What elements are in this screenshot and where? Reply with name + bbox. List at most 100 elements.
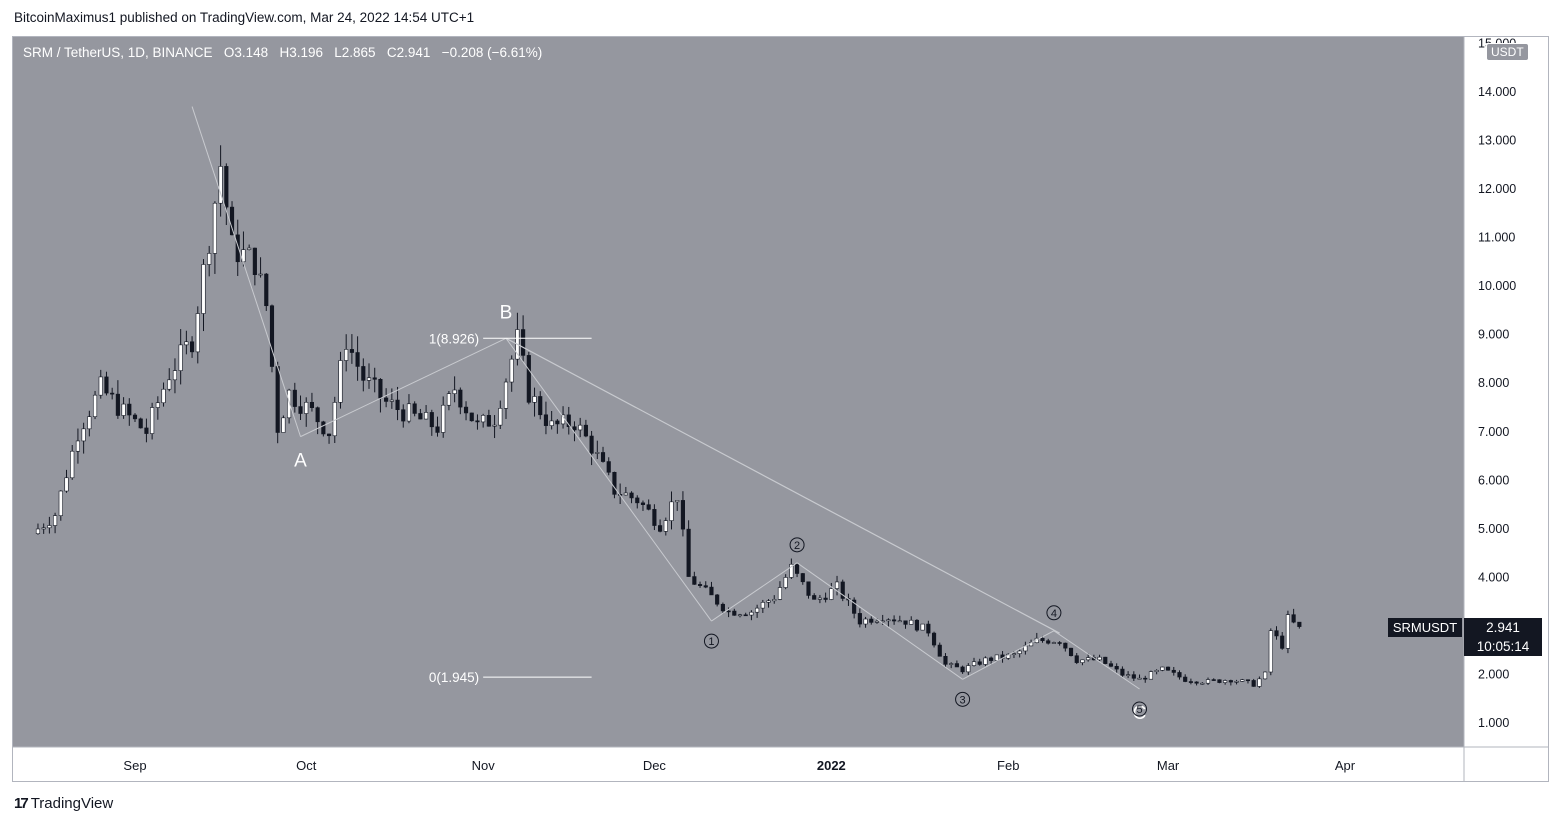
candle-body [1011,653,1017,655]
candle-body [463,406,469,414]
candle-body [366,377,372,381]
candle-body [224,166,229,208]
candle-body [789,563,794,578]
footer-brand: TradingView [30,795,114,812]
candle-body [92,394,98,417]
wave-segment-line [300,337,507,438]
wave-label-b: B [500,302,513,323]
candle-body [994,654,999,661]
candle-body [201,264,206,314]
price-tick-label: 11.000 [1478,231,1515,245]
wave-circle-4 [1046,605,1062,621]
candle-body [709,586,714,596]
candle-body [715,594,720,605]
candle-body [184,341,189,346]
candle-body [989,657,994,661]
candle-body [469,412,474,422]
candle-body [777,587,783,600]
legend-close: 2.941 [396,45,431,60]
candle-body [783,577,788,588]
candle-body [1108,663,1114,667]
candle-body [943,656,948,665]
candle-body [1040,637,1045,642]
time-tick-label: Apr [1335,758,1356,773]
candle-body [566,414,571,428]
candle-body [743,614,748,617]
price-tick-label: 14.000 [1478,85,1516,99]
legend-low: 2.865 [341,45,376,60]
candle-body [635,497,640,504]
wave-segment-line [962,630,1055,680]
time-tick-label: Oct [296,758,317,773]
candle-body [646,504,651,510]
candle-body [737,614,743,617]
candle-body [886,619,891,622]
candle-body [304,401,309,414]
candle-body [150,407,155,434]
price-chart[interactable]: 1.0002.0003.0004.0005.0006.0007.0008.000… [13,37,1549,781]
tradingview-logo-icon: 17 [14,795,29,812]
candle-body [435,426,440,433]
candle-body [1074,655,1079,663]
candle-body [1205,679,1211,684]
candle-body [292,389,297,407]
candle-body [298,406,303,414]
candle-body [1183,676,1188,682]
candle-body [1160,666,1165,671]
wave-segment-line [796,562,963,680]
candle-body [1257,678,1262,687]
candle-body [966,665,971,673]
candle-body [1080,659,1085,663]
candle-body [766,600,771,603]
candle-body [726,610,731,613]
currency-badge[interactable]: USDT [1486,43,1529,61]
candle-body [1120,668,1125,676]
candle-body [1291,614,1296,623]
candle-body [81,428,86,442]
candle-body [1297,621,1302,627]
candle-body [806,581,811,596]
wave-label-a: A [294,451,307,472]
candle-body [521,329,526,356]
candle-body [1200,682,1205,685]
tradingview-footer[interactable]: 17 TradingView [14,795,113,812]
candle-body [703,585,708,588]
candle-body [475,420,480,423]
candle-body [680,500,685,530]
candle-body [1086,657,1091,661]
price-tick-label: 1.000 [1478,716,1509,730]
candle-body [104,376,109,394]
candle-body [172,370,178,381]
candle-body [663,520,668,532]
wave-circle-1 [703,633,719,649]
candle-body [121,403,126,416]
price-tick-label: 5.000 [1478,522,1509,536]
candle-body [1057,642,1062,644]
candle-body [1017,650,1022,654]
candle-body [1234,681,1239,683]
candle-body [412,403,417,414]
wave-number-4: 4 [1051,608,1057,620]
candle-body [983,657,988,665]
ohlc-legend: SRM / TetherUS, 1D, BINANCE O3.148 H3.19… [23,45,542,60]
candle-body [1177,672,1182,678]
candle-body [458,389,463,408]
candle-body [87,416,92,430]
price-tick-label: 4.000 [1478,570,1509,584]
symbol-price-tag: SRMUSDT [1388,618,1462,637]
wave-segment-line [191,106,301,437]
candle-body [840,581,845,599]
candle-body [70,450,75,479]
candle-body [269,305,275,367]
candle-body [960,666,965,673]
candle-body [914,619,920,631]
candle-body [110,392,115,395]
candle-body [98,376,103,396]
candle-body [75,440,80,452]
candle-body [869,618,874,623]
wave-circle-3 [955,691,971,707]
candle-body [686,528,691,577]
candle-body [1211,679,1216,681]
candle-body [755,607,760,613]
candle-body [600,452,606,462]
